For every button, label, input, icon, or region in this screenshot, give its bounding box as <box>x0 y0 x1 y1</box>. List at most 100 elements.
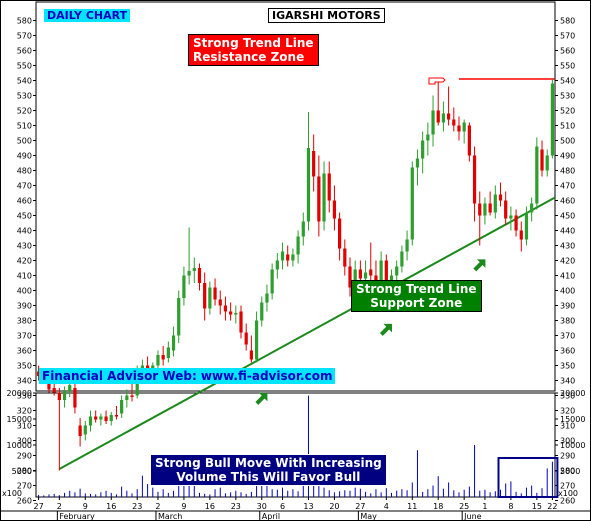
candle-down <box>348 266 352 288</box>
x-tick-label: 27 <box>34 502 44 511</box>
y-tick-label-right: 520 <box>560 107 575 116</box>
y-tick-label-left: 440 <box>17 227 32 236</box>
y-tick-label-left: 390 <box>17 302 32 311</box>
candle-up <box>493 194 497 213</box>
y-tick-label-right: 540 <box>560 77 575 86</box>
candle-down <box>57 392 61 400</box>
y-tick-label-right: 580 <box>560 17 575 26</box>
y-tick-label-right: 500 <box>560 137 575 146</box>
y-tick-label-right: 490 <box>560 152 575 161</box>
vol-tick-label-left: 5000 <box>12 467 32 476</box>
support-zone-label: Strong Trend Line Support Zone <box>351 280 482 312</box>
y-tick-label-left: 400 <box>17 287 32 296</box>
x-tick-label: 30 <box>257 502 267 511</box>
candle-up <box>550 83 555 156</box>
y-tick-label-left: 350 <box>17 362 32 371</box>
candle-down <box>312 151 316 177</box>
candle-up <box>395 266 399 276</box>
candle-down <box>369 269 373 276</box>
candle-down <box>114 415 119 417</box>
candle-down <box>104 416 108 421</box>
y-tick-label-left: 320 <box>17 407 32 416</box>
y-tick-label-right: 290 <box>560 452 575 461</box>
candle-down <box>446 113 451 120</box>
candle-down <box>223 305 228 312</box>
x-tick-label: 23 <box>132 502 142 511</box>
price-panel-frame <box>35 1 556 392</box>
candle-down <box>197 268 202 283</box>
candle-down <box>457 125 461 132</box>
candle-down <box>540 149 544 171</box>
y-tick-label-left: 510 <box>17 122 32 131</box>
month-label: February <box>59 512 95 521</box>
candle-up <box>151 365 155 370</box>
candle-up <box>389 275 394 282</box>
x-tick-label: 25 <box>459 502 469 511</box>
candle-up <box>421 140 425 159</box>
candle-down <box>249 350 253 360</box>
candle-up <box>68 385 72 391</box>
x-tick-label: 8 <box>508 502 513 511</box>
candle-down <box>36 371 41 376</box>
candle-up <box>410 167 414 240</box>
y-tick-label-left: 330 <box>17 392 32 401</box>
candle-up <box>509 215 513 219</box>
daily-chart-label: DAILY CHART <box>44 9 131 22</box>
y-tick-label-right: 530 <box>560 92 575 101</box>
candle-up <box>187 271 191 276</box>
x-tick-label: 18 <box>433 502 443 511</box>
candle-up <box>426 134 430 141</box>
arrow-shape <box>473 259 486 272</box>
vol-tick-label-left: 15000 <box>7 415 32 424</box>
candle-down <box>73 388 77 408</box>
candle-up <box>270 269 274 294</box>
candle-up <box>280 251 285 261</box>
x-tick-label: 9 <box>83 502 88 511</box>
y-tick-label-left: 420 <box>17 257 32 266</box>
candle-down <box>504 200 508 219</box>
y-tick-label-right: 440 <box>560 227 575 236</box>
candle-up <box>353 269 357 288</box>
candle-down <box>514 215 518 231</box>
vol-tick-label-left: 20000 <box>7 389 32 398</box>
candle-up <box>363 272 368 279</box>
y-tick-label-right: 510 <box>560 122 575 131</box>
candle-down <box>145 365 150 370</box>
y-tick-label-right: 570 <box>560 32 575 41</box>
resistance-zone-label: Strong Trend Line Resistance Zone <box>188 34 319 66</box>
candle-up <box>62 391 67 400</box>
candle-up <box>441 113 446 123</box>
x-tick-label: 13 <box>303 502 313 511</box>
x-tick-label: 16 <box>205 502 215 511</box>
hand-shape <box>428 77 446 85</box>
candle-up <box>99 416 103 420</box>
candle-down <box>358 269 362 279</box>
y-tick-label-left: 490 <box>17 152 32 161</box>
x-tick-label: 6 <box>280 502 285 511</box>
y-tick-label-right: 460 <box>560 197 575 206</box>
y-tick-label-right: 380 <box>560 317 575 326</box>
y-tick-label-right: 400 <box>560 287 575 296</box>
candle-down <box>94 416 98 420</box>
y-tick-label-left: 270 <box>17 482 32 491</box>
volume-note-label: Strong Bull Move With Increasing Volume … <box>150 454 387 486</box>
y-tick-label-right: 350 <box>560 362 575 371</box>
candle-up <box>296 236 300 255</box>
candle-down <box>52 388 56 393</box>
candle-up <box>415 158 420 168</box>
candle-up <box>306 148 311 222</box>
y-tick-label-right: 470 <box>560 182 575 191</box>
candle-up <box>88 416 93 426</box>
candle-down <box>472 155 477 204</box>
vol-tick-label-right: 10000 <box>560 441 585 450</box>
candle-up <box>431 110 435 135</box>
x-tick-label: 27 <box>355 502 365 511</box>
candle-down <box>239 311 243 333</box>
y-tick-label-left: 260 <box>17 497 32 506</box>
y-tick-label-left: 480 <box>17 167 32 176</box>
support-trendline <box>58 196 556 470</box>
y-tick-label-right: 300 <box>560 437 575 446</box>
candle-up <box>109 415 113 421</box>
x-tick-label: 22 <box>547 502 557 511</box>
website-banner: Financial Advisor Web: www.fi-advisor.co… <box>39 368 336 384</box>
